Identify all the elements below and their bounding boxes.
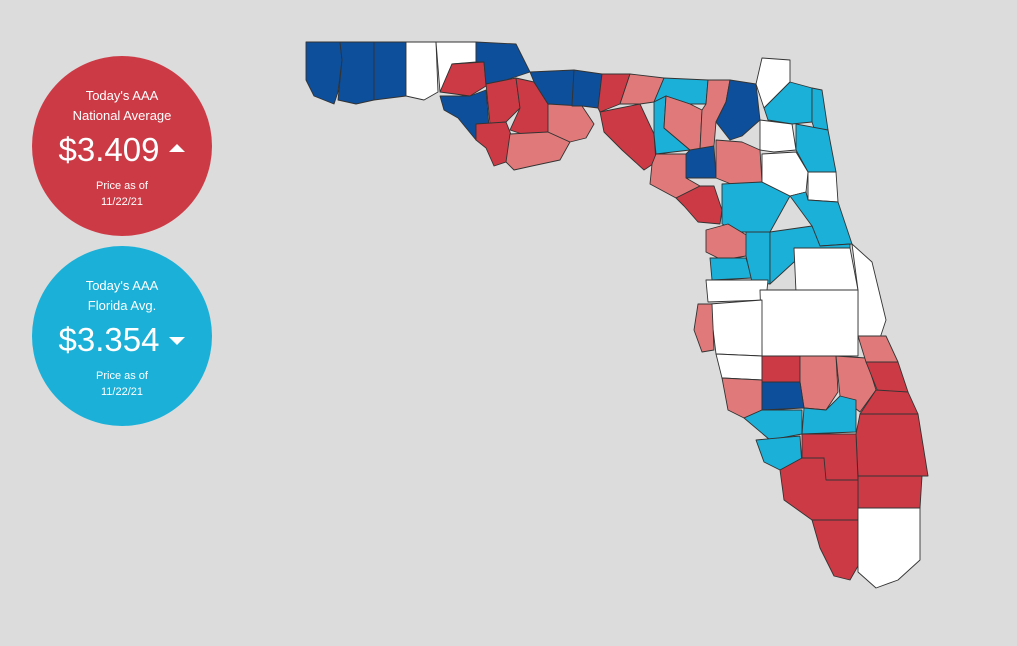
national-heading-line2: National Average [72, 108, 172, 123]
county-region[interactable] [571, 69, 603, 109]
county-region[interactable] [761, 355, 801, 383]
county-region[interactable] [799, 355, 839, 411]
florida-heading-line2: Florida Avg. [87, 298, 157, 313]
county-region[interactable] [475, 121, 515, 167]
county-region[interactable] [793, 247, 859, 293]
county-region[interactable] [599, 103, 657, 171]
national-average-badge: Today's AAA National Average $3.409 Pric… [32, 56, 212, 236]
county-region[interactable] [811, 519, 859, 581]
county-region[interactable] [337, 41, 375, 105]
county-region[interactable] [759, 289, 859, 357]
florida-asof-date: 11/22/21 [100, 386, 143, 398]
county-region[interactable] [685, 145, 717, 179]
county-region[interactable] [715, 79, 761, 141]
florida-average-heading: Today's AAA Florida Avg. [32, 276, 212, 316]
national-price-row: $3.409 [32, 130, 212, 170]
county-region[interactable] [709, 257, 753, 281]
national-asof: Price as of 11/22/21 [32, 178, 212, 210]
national-asof-line1: Price as of [96, 180, 148, 192]
county-region[interactable] [715, 353, 763, 381]
national-heading-line1: Today's AAA [85, 88, 159, 103]
county-region[interactable] [675, 185, 723, 225]
county-region[interactable] [743, 409, 803, 441]
national-asof-date: 11/22/21 [100, 196, 143, 208]
county-region[interactable] [373, 41, 407, 101]
county-region[interactable] [693, 303, 715, 353]
county-region[interactable] [619, 73, 665, 105]
county-region[interactable] [779, 457, 859, 521]
county-region[interactable] [761, 381, 805, 411]
county-region[interactable] [857, 507, 921, 589]
county-region[interactable] [857, 475, 923, 509]
county-region[interactable] [721, 377, 763, 419]
county-region[interactable] [759, 119, 797, 153]
florida-asof-line1: Price as of [96, 370, 148, 382]
county-region[interactable] [709, 299, 763, 357]
florida-heading-line1: Today's AAA [85, 278, 159, 293]
florida-asof: Price as of 11/22/21 [32, 368, 212, 400]
trend-up-icon [169, 144, 186, 152]
county-region[interactable] [705, 279, 769, 303]
county-region[interactable] [807, 171, 839, 203]
county-region[interactable] [855, 413, 929, 477]
florida-price-row: $3.354 [32, 320, 212, 360]
florida-average-badge: Today's AAA Florida Avg. $3.354 Price as… [32, 246, 212, 426]
trend-down-icon [169, 337, 186, 345]
county-region[interactable] [405, 41, 439, 101]
national-price: $3.409 [58, 131, 160, 168]
county-region[interactable] [485, 77, 521, 125]
county-region[interactable] [305, 41, 343, 105]
national-average-heading: Today's AAA National Average [32, 86, 212, 126]
county-region[interactable] [715, 139, 763, 187]
florida-price: $3.354 [58, 321, 160, 358]
county-region[interactable] [597, 73, 631, 113]
